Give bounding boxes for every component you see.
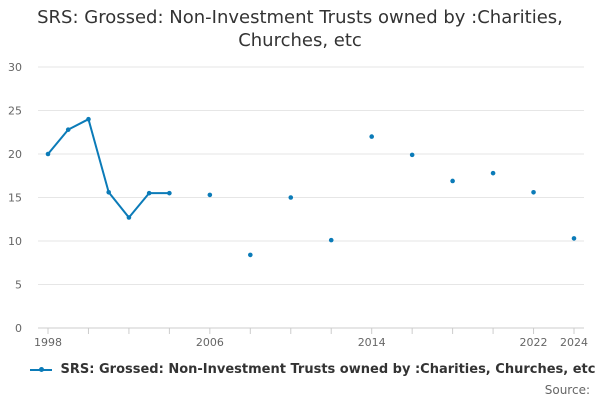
x-tick-label: 2024 (560, 336, 588, 349)
x-tick-label: 2006 (196, 336, 224, 349)
x-axis-ticks: 1998 2006 2014 2022 2024 (34, 328, 588, 349)
y-tick-label: 5 (15, 279, 22, 292)
data-point[interactable] (126, 215, 132, 220)
data-point[interactable] (146, 190, 152, 196)
y-tick-label: 15 (8, 192, 22, 205)
series-line (47, 118, 170, 219)
y-tick-label: 0 (15, 322, 22, 335)
data-point[interactable] (207, 192, 213, 198)
data-point[interactable] (86, 116, 91, 122)
chart-title-line-1: SRS: Grossed: Non-Investment Trusts owne… (37, 7, 563, 28)
legend-line-marker-icon (30, 366, 52, 372)
x-tick-label: 1998 (34, 336, 62, 349)
x-tick-label: 2014 (358, 336, 386, 349)
y-axis-ticks: 0 5 10 15 20 25 30 (8, 61, 22, 335)
data-point[interactable] (328, 237, 334, 243)
y-tick-label: 20 (8, 148, 22, 161)
y-tick-label: 30 (8, 61, 22, 74)
x-tick-label: 2022 (520, 336, 548, 349)
data-point[interactable] (369, 134, 374, 139)
data-point[interactable] (288, 195, 294, 200)
series-points (45, 116, 577, 258)
gridlines (38, 66, 584, 329)
data-point[interactable] (571, 236, 577, 241)
data-point[interactable] (45, 151, 51, 157)
data-point[interactable] (106, 189, 111, 195)
data-point[interactable] (450, 178, 455, 184)
series-lines (47, 118, 170, 219)
data-point[interactable] (65, 127, 71, 132)
data-point[interactable] (248, 252, 253, 258)
legend-label: SRS: Grossed: Non-Investment Trusts owne… (60, 362, 596, 377)
chart-title-line-2: Churches, etc (238, 30, 362, 51)
y-tick-label: 10 (8, 235, 22, 248)
legend[interactable]: SRS: Grossed: Non-Investment Trusts owne… (30, 362, 595, 377)
source-label: Source: (544, 383, 590, 397)
data-point[interactable] (531, 189, 536, 195)
y-tick-label: 25 (8, 105, 22, 118)
chart-title: SRS: Grossed: Non-Investment Trusts owne… (0, 6, 600, 52)
data-point[interactable] (409, 152, 415, 158)
data-point[interactable] (490, 170, 496, 176)
data-point[interactable] (167, 190, 172, 196)
